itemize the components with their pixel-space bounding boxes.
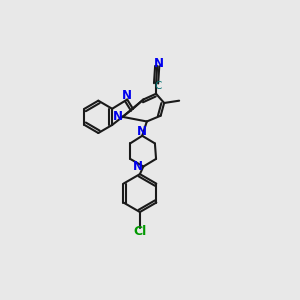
Text: C: C xyxy=(154,81,162,91)
Text: N: N xyxy=(112,110,122,123)
Text: Cl: Cl xyxy=(133,225,146,239)
Text: N: N xyxy=(122,89,132,102)
Text: N: N xyxy=(154,57,164,70)
Text: N: N xyxy=(137,125,147,138)
Text: N: N xyxy=(133,160,143,173)
